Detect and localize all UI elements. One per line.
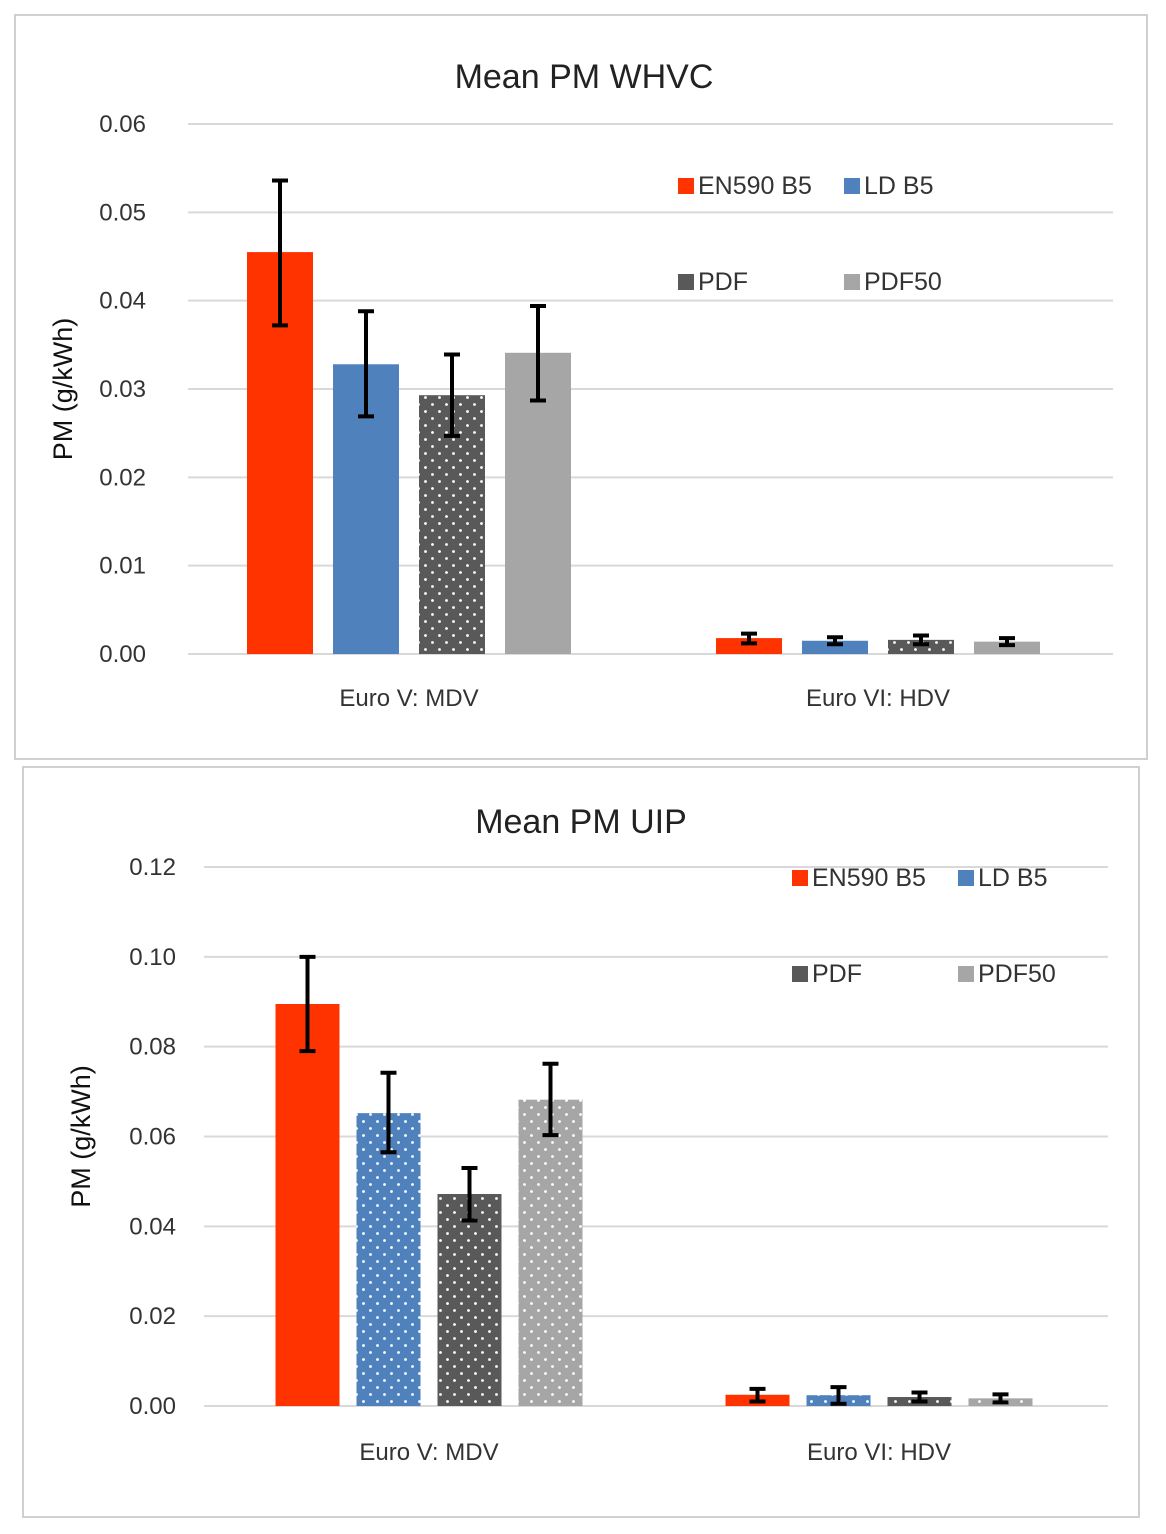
error-bar-pdf50-0 <box>542 1061 559 1138</box>
y-tick-label: 0.01 <box>99 553 146 580</box>
chart-panel-whvc: Mean PM WHVC 0.00 0.01 0.02 0.03 0.04 0.05 0.06… <box>14 14 1148 760</box>
legend-swatch-en590-b5 <box>792 870 808 886</box>
bar-en590-b5-1 <box>716 638 782 654</box>
x-category-label: Euro VI: HDV <box>806 685 950 712</box>
legend-swatch-pdf50 <box>958 966 974 982</box>
y-tick-label: 0.06 <box>129 1124 176 1151</box>
legend-label: LD B5 <box>978 864 1047 892</box>
legend-label: EN590 B5 <box>812 864 926 892</box>
x-category-label: Euro V: MDV <box>339 685 478 712</box>
y-axis-label: PM (g/kWh) <box>48 318 78 461</box>
y-tick-label: 0.03 <box>99 376 146 403</box>
bar-ld-b5-0 <box>356 1113 421 1406</box>
y-tick-label: 0.00 <box>129 1393 176 1420</box>
error-bar-pdf50-1 <box>992 1392 1009 1405</box>
bar-pdf50-0 <box>518 1099 583 1406</box>
y-tick-label: 0.04 <box>99 288 146 315</box>
bar-pdf-0 <box>419 395 485 654</box>
legend-swatch-en590-b5 <box>678 178 694 194</box>
error-bar-pdf50-0 <box>530 303 546 403</box>
legend-swatch-pdf <box>678 274 694 290</box>
y-tick-label: 0.04 <box>129 1213 176 1240</box>
error-bar-ld-b5-0 <box>358 309 374 419</box>
legend-swatch-ld-b5 <box>958 870 974 886</box>
y-tick-label: 0.02 <box>99 464 146 491</box>
chart-uip: Mean PM UIP 0.00 0.02 0.04 0.06 0.08 0.10 0.12 P… <box>66 803 1108 1466</box>
y-tick-label: 0.05 <box>99 199 146 226</box>
chart-panel-uip: Mean PM UIP 0.00 0.02 0.04 0.06 0.08 0.10 0.12 P… <box>22 766 1140 1518</box>
chart-title: Mean PM UIP <box>475 803 687 841</box>
chart-whvc: Mean PM WHVC 0.00 0.01 0.02 0.03 0.04 0.05 0.06… <box>48 58 1113 712</box>
error-bar-ld-b5-1 <box>827 635 843 647</box>
bar-ld-b5-1 <box>802 640 868 654</box>
y-tick-label: 0.10 <box>129 944 176 971</box>
y-tick-label: 0.08 <box>129 1034 176 1061</box>
bar-pdf-0 <box>437 1193 502 1406</box>
legend-swatch-ld-b5 <box>844 178 860 194</box>
error-bar-en590-b5-1 <box>749 1386 766 1404</box>
chart-title: Mean PM WHVC <box>455 58 714 96</box>
legend-label: PDF50 <box>978 960 1056 988</box>
error-bar-ld-b5-1 <box>830 1385 847 1406</box>
y-tick-label: 0.02 <box>129 1303 176 1330</box>
bar-en590-b5-0 <box>275 1003 340 1406</box>
legend-swatch-pdf <box>792 966 808 982</box>
y-tick-label: 0.00 <box>99 641 146 668</box>
bar-pdf50-1 <box>974 641 1040 654</box>
legend-label: LD B5 <box>864 172 933 200</box>
error-bar-en590-b5-1 <box>741 631 757 646</box>
legend-label: PDF <box>812 960 862 988</box>
error-bar-pdf-1 <box>913 633 929 647</box>
y-tick-label: 0.12 <box>129 854 176 881</box>
error-bar-pdf-0 <box>461 1165 478 1223</box>
x-category-label: Euro V: MDV <box>359 1439 498 1466</box>
x-category-label: Euro VI: HDV <box>807 1439 951 1466</box>
error-bar-pdf-0 <box>444 352 460 438</box>
legend-label: PDF <box>698 268 748 296</box>
error-bar-en590-b5-0 <box>299 954 316 1054</box>
error-bar-pdf-1 <box>911 1390 928 1404</box>
legend-swatch-pdf50 <box>844 274 860 290</box>
error-bar-pdf50-1 <box>999 636 1015 648</box>
error-bar-en590-b5-0 <box>272 178 288 328</box>
y-tick-label: 0.06 <box>99 111 146 138</box>
error-bar-ld-b5-0 <box>380 1070 397 1155</box>
bar-pdf-1 <box>888 639 954 654</box>
legend-label: PDF50 <box>864 268 942 296</box>
y-axis-label: PM (g/kWh) <box>66 1065 96 1208</box>
legend-label: EN590 B5 <box>698 172 812 200</box>
bar-pdf50-0 <box>505 352 571 654</box>
